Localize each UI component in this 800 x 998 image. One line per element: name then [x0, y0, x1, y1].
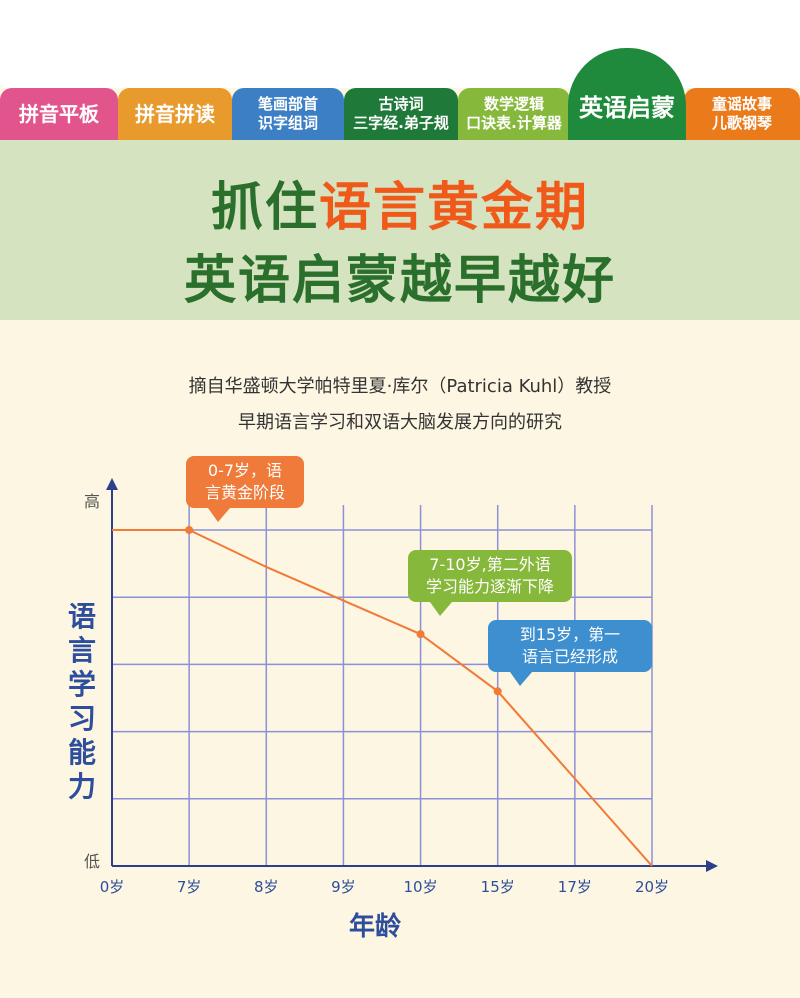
callout-text-line2: 语言已经形成	[521, 647, 618, 666]
tab-label-line1: 笔画部首	[257, 95, 318, 113]
tab-english-enlightenment[interactable]: 英语启蒙	[568, 48, 686, 140]
callout-golden-period: 0-7岁，语 言黄金阶段	[186, 456, 304, 522]
x-axis-label: 年龄	[348, 912, 401, 942]
x-tick-label: 20岁	[635, 878, 669, 896]
tab-label-line1: 数学逻辑	[483, 95, 544, 113]
y-axis-label: 语言学习能力	[62, 600, 102, 804]
tab-label-line2: 识字组词	[257, 114, 318, 132]
callout-text-line1: 7-10岁,第二外语	[429, 555, 551, 574]
top-whitespace	[0, 0, 800, 88]
tab-label-line1: 童谣故事	[711, 95, 772, 113]
y-axis-label-char: 学	[67, 668, 96, 701]
source-line1: 摘自华盛顿大学帕特里夏·库尔（Patricia Kuhl）教授	[188, 376, 612, 397]
y-high-label: 高	[84, 492, 101, 511]
x-tick-label: 8岁	[254, 878, 279, 896]
ability-age-chart: 0岁 7岁 8岁 9岁 10岁 15岁 17岁 20岁	[100, 478, 718, 896]
tab-label-line1: 古诗词	[378, 95, 424, 113]
callout-text-line2: 学习能力逐渐下降	[425, 577, 554, 596]
chart-axes	[106, 478, 718, 872]
headline-line2: 英语启蒙越早越好	[183, 251, 616, 311]
data-point	[416, 630, 425, 639]
tab-math-logic[interactable]: 数学逻辑 口诀表.计算器	[458, 88, 570, 140]
y-axis-label-char: 语	[67, 600, 96, 633]
y-axis-label-char: 习	[67, 702, 96, 735]
callout-second-language: 7-10岁,第二外语 学习能力逐渐下降	[408, 550, 572, 616]
y-low-label: 低	[84, 852, 101, 871]
callout-text-line2: 言黄金阶段	[204, 483, 285, 502]
y-axis-label-char: 言	[67, 634, 96, 667]
x-tick-label: 15岁	[481, 878, 515, 896]
x-tick-label: 9岁	[331, 878, 356, 896]
headline-banner	[0, 140, 800, 320]
chart-series	[112, 526, 653, 867]
source-line2: 早期语言学习和双语大脑发展方向的研究	[238, 412, 562, 433]
tab-label: 英语启蒙	[579, 93, 675, 122]
x-tick-labels: 0岁 7岁 8岁 9岁 10岁 15岁 17岁 20岁	[100, 878, 669, 896]
tab-pinyin-tablet[interactable]: 拼音平板	[0, 88, 118, 140]
x-tick-label: 10岁	[404, 878, 438, 896]
x-tick-label: 0岁	[100, 878, 125, 896]
callout-text-line1: 0-7岁，语	[207, 461, 283, 480]
y-axis-label-char: 能	[67, 736, 96, 769]
data-point	[185, 526, 194, 534]
tab-nursery-rhymes[interactable]: 童谣故事 儿歌钢琴	[684, 88, 800, 140]
tab-pinyin-reading[interactable]: 拼音拼读	[118, 88, 232, 140]
headline-line1: 抓住语言黄金期	[0, 165, 800, 240]
x-tick-label: 17岁	[558, 878, 592, 896]
y-axis-arrow	[106, 478, 118, 490]
y-axis-label-char: 力	[67, 770, 96, 803]
chart-grid	[112, 505, 653, 866]
x-axis-arrow	[706, 860, 718, 872]
category-tabs: 拼音平板 拼音拼读 笔画部首 识字组词 古诗词 三字经.弟子规 数学逻辑 口诀表…	[0, 48, 800, 140]
tab-strokes-radicals[interactable]: 笔画部首 识字组词	[232, 88, 344, 140]
callout-tail	[510, 672, 532, 686]
tab-label: 拼音平板	[19, 101, 99, 126]
tab-label-line2: 三字经.弟子规	[353, 114, 449, 132]
callout-tail	[430, 602, 452, 616]
tab-label-line2: 口诀表.计算器	[466, 114, 562, 132]
callout-tail	[208, 508, 230, 522]
x-tick-label: 7岁	[177, 878, 202, 896]
tab-label: 拼音拼读	[135, 101, 215, 126]
data-point	[493, 687, 502, 696]
headline-prefix: 抓住	[210, 178, 319, 238]
tab-label-line2: 儿歌钢琴	[711, 114, 772, 132]
ability-line	[112, 529, 653, 867]
tab-ancient-poetry[interactable]: 古诗词 三字经.弟子规	[344, 88, 458, 140]
headline-highlight: 语言黄金期	[319, 178, 590, 238]
callout-first-language: 到15岁，第一 语言已经形成	[488, 620, 652, 686]
callout-text-line1: 到15岁，第一	[519, 625, 621, 644]
